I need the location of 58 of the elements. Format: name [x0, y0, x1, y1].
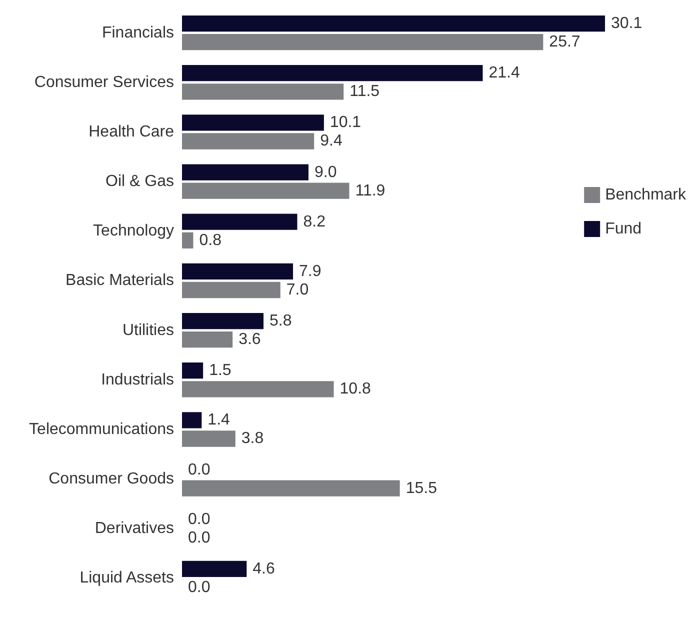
- y-tick-label: Utilities: [122, 322, 174, 339]
- bar: [182, 133, 314, 150]
- data-label: 30.1: [611, 15, 642, 32]
- y-tick-label: Consumer Services: [34, 74, 174, 91]
- y-tick-label: Consumer Goods: [48, 470, 174, 488]
- bar: [182, 263, 294, 280]
- data-label: 9.0: [314, 164, 337, 181]
- data-label: 9.4: [320, 132, 342, 150]
- bar: [182, 164, 308, 180]
- legend-label: Fund: [605, 220, 642, 238]
- y-tick-label: Industrials: [101, 371, 174, 388]
- y-tick-label: Financials: [102, 24, 174, 42]
- data-label: 4.6: [252, 560, 275, 578]
- y-tick-label: Telecommunications: [29, 420, 174, 438]
- data-label: 21.4: [488, 64, 520, 82]
- bar: [182, 362, 204, 379]
- data-label: 3.6: [238, 331, 261, 348]
- data-label: 0.0: [188, 578, 210, 596]
- bar: [182, 232, 194, 248]
- data-label: 0.0: [188, 510, 210, 528]
- data-label: 25.7: [549, 34, 580, 51]
- y-tick-label: Derivatives: [94, 520, 174, 538]
- bar: [182, 84, 344, 100]
- data-label: 1.5: [209, 362, 232, 380]
- bar: [182, 332, 233, 348]
- bar: [182, 480, 400, 496]
- y-tick-label: Health Care: [88, 123, 174, 140]
- bar: [182, 182, 350, 199]
- data-label: 11.5: [350, 83, 380, 100]
- data-label: 8.2: [303, 213, 326, 230]
- bar: [182, 412, 202, 428]
- bar: [182, 312, 264, 330]
- bar: [182, 430, 236, 447]
- bar: [182, 214, 298, 230]
- data-label: 15.5: [406, 480, 438, 497]
- bar: [182, 381, 334, 398]
- y-tick-label: Technology: [93, 222, 174, 240]
- data-label: 11.9: [355, 182, 386, 200]
- data-label: 10.1: [330, 114, 362, 132]
- y-tick-label: Oil & Gas: [106, 173, 174, 190]
- data-label: 0.0: [188, 529, 210, 546]
- y-tick-label: Liquid Assets: [80, 570, 174, 587]
- bar: [182, 114, 324, 131]
- data-label: 10.8: [340, 380, 372, 398]
- bar: [182, 65, 483, 82]
- data-label: 5.8: [270, 312, 292, 330]
- data-label: 3.8: [241, 430, 264, 448]
- data-label: 0.8: [199, 232, 222, 249]
- bar: [182, 560, 247, 577]
- data-label: 1.4: [208, 412, 230, 429]
- legend-label: Benchmark: [605, 186, 687, 204]
- data-label: 0.0: [188, 461, 210, 478]
- bar: [182, 34, 544, 50]
- y-tick-label: Basic Materials: [66, 272, 174, 290]
- data-label: 7.9: [299, 262, 322, 280]
- bar: [182, 282, 280, 298]
- bar: [182, 15, 605, 32]
- data-label: 7.0: [286, 281, 309, 298]
